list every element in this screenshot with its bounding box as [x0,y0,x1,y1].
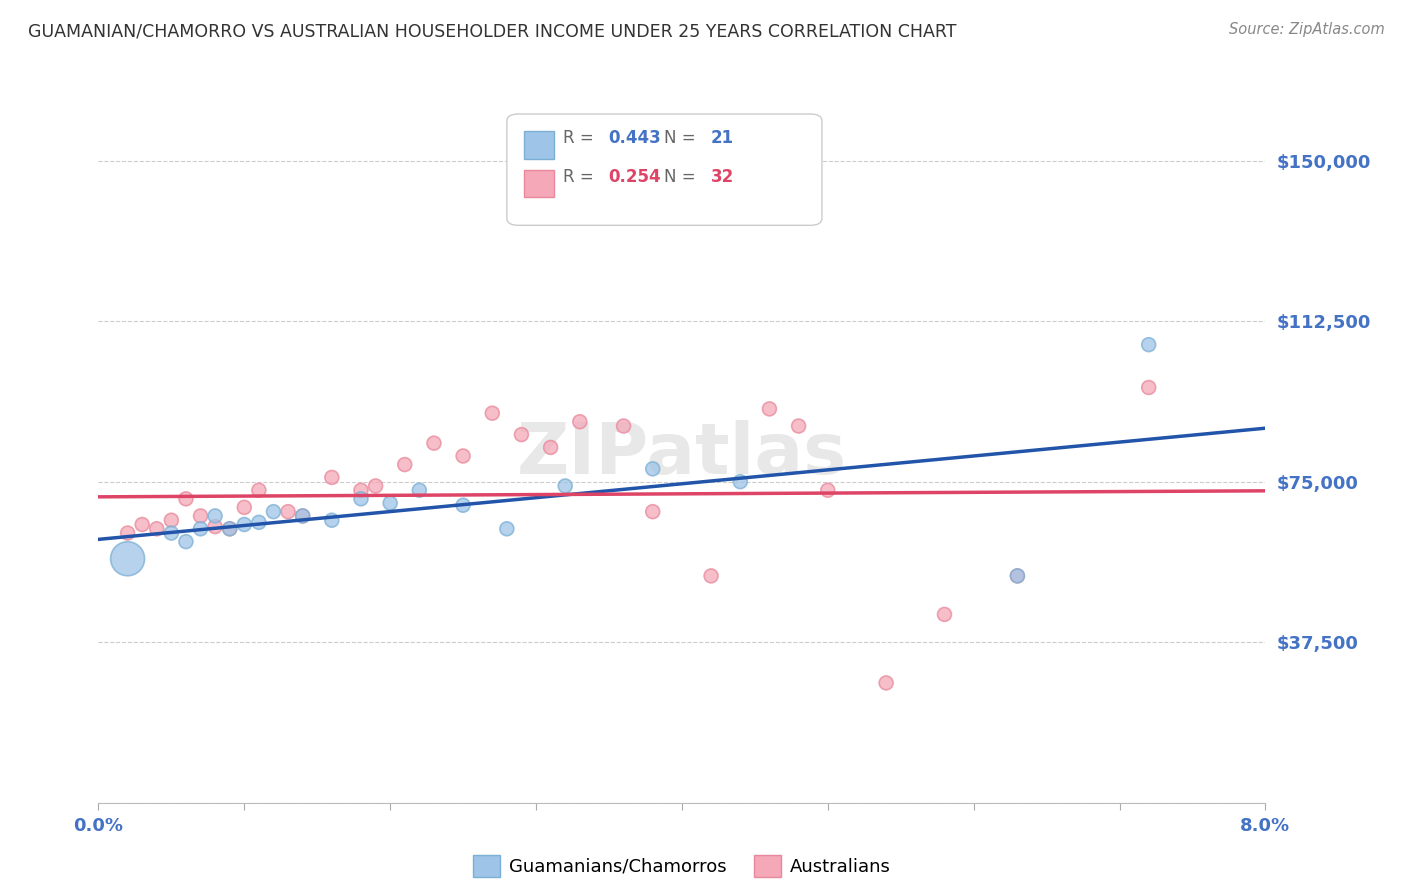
Point [510,427,533,442]
Point [554,479,576,493]
FancyBboxPatch shape [524,131,554,159]
FancyBboxPatch shape [524,169,554,197]
Text: R =: R = [562,129,599,147]
Point [262,505,284,519]
Point [423,436,446,450]
Text: 0.443: 0.443 [609,129,661,147]
Text: N =: N = [665,168,702,186]
Point [218,522,240,536]
Point [817,483,839,498]
Text: Source: ZipAtlas.com: Source: ZipAtlas.com [1229,22,1385,37]
Point [1007,569,1029,583]
Point [321,470,343,484]
Point [451,449,474,463]
Point [233,517,256,532]
Point [350,491,373,506]
Point [758,401,780,416]
Point [481,406,503,420]
Point [350,483,373,498]
Point [204,519,226,533]
Point [233,500,256,515]
Point [728,475,751,489]
Point [218,522,240,536]
Point [321,513,343,527]
Text: N =: N = [665,129,702,147]
Point [174,534,197,549]
Text: 32: 32 [711,168,734,186]
Point [700,569,723,583]
Point [190,508,212,523]
Point [277,505,299,519]
Point [160,526,183,541]
Point [160,513,183,527]
Point [641,505,664,519]
Point [190,522,212,536]
Point [378,496,402,510]
Point [291,508,314,523]
Point [408,483,430,498]
Point [117,551,139,566]
Point [247,516,270,530]
Text: ZIPatlas: ZIPatlas [517,420,846,490]
Point [568,415,591,429]
Legend: Guamanians/Chamorros, Australians: Guamanians/Chamorros, Australians [465,847,898,884]
Point [1137,337,1160,351]
Point [131,517,153,532]
FancyBboxPatch shape [506,114,823,226]
Point [540,441,562,455]
Point [291,508,314,523]
Point [496,522,519,536]
Point [451,498,474,512]
Point [117,526,139,541]
Point [787,419,810,434]
Point [204,508,226,523]
Point [394,458,416,472]
Point [174,491,197,506]
Text: R =: R = [562,168,599,186]
Point [612,419,634,434]
Point [875,676,897,690]
Point [364,479,387,493]
Text: GUAMANIAN/CHAMORRO VS AUSTRALIAN HOUSEHOLDER INCOME UNDER 25 YEARS CORRELATION C: GUAMANIAN/CHAMORRO VS AUSTRALIAN HOUSEHO… [28,22,956,40]
Point [1007,569,1029,583]
Point [1137,380,1160,394]
Text: 0.254: 0.254 [609,168,661,186]
Point [934,607,956,622]
Point [146,522,169,536]
Point [247,483,270,498]
Text: 21: 21 [711,129,734,147]
Point [641,462,664,476]
